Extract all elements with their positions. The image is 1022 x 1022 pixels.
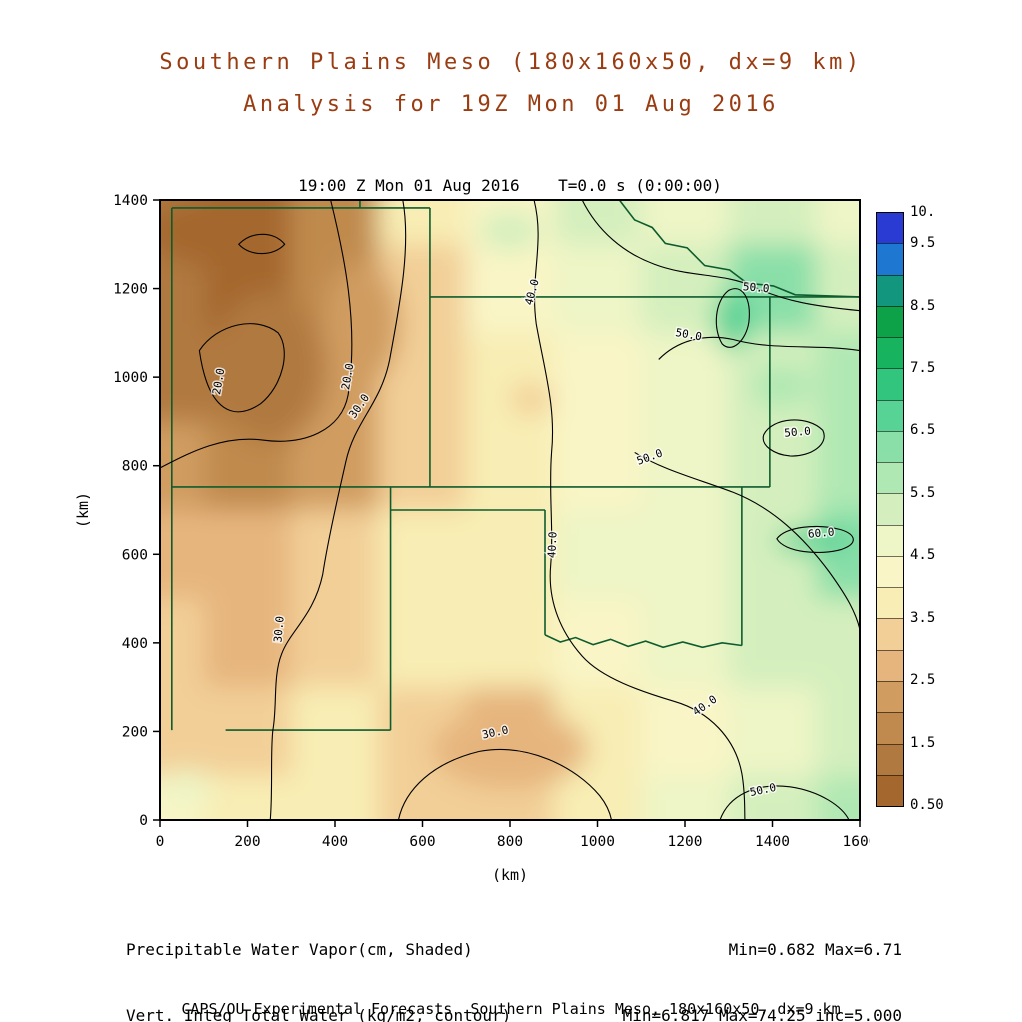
colorbar-label: 1.5 bbox=[910, 734, 936, 751]
y-tick-label: 200 bbox=[122, 724, 148, 740]
state-borders bbox=[171, 200, 860, 731]
colorbar-cell bbox=[877, 305, 903, 338]
colorbar-cell bbox=[877, 243, 903, 275]
colorbar-cell bbox=[877, 493, 903, 525]
colorbar-cell bbox=[877, 462, 903, 494]
shaded-field bbox=[160, 200, 860, 820]
footer-credit: CAPS/OU Experimental Forecasts Southern … bbox=[181, 1000, 841, 1018]
x-tick-label: 0 bbox=[156, 834, 165, 850]
shaded-stats: Min=0.682 Max=6.71 bbox=[728, 940, 902, 959]
page-subtitle: Analysis for 19Z Mon 01 Aug 2016 bbox=[243, 92, 779, 117]
svg-text:60.0: 60.0 bbox=[807, 525, 835, 540]
y-axis-label: (km) bbox=[74, 492, 92, 528]
colorbar-cell bbox=[877, 274, 903, 306]
colorbar-cell bbox=[877, 524, 903, 556]
colorbar-label: 3.5 bbox=[910, 609, 936, 626]
colorbar-cell bbox=[877, 430, 903, 463]
svg-text:40.0: 40.0 bbox=[545, 531, 559, 558]
colorbar-cell bbox=[877, 649, 903, 681]
contour-lines bbox=[160, 200, 860, 820]
colorbar-tick-labels: 10. 9.5 8.5 7.5 6.5 5.5 4.5 3.5 2.5 1.5 0.50 bbox=[910, 204, 956, 813]
colorbar-cell bbox=[877, 587, 903, 619]
stats-block: Min=0.682 Max=6.71 Min=6.817 Max=74.25 i… bbox=[623, 895, 902, 1022]
plot-header: 19:00 Z Mon 01 Aug 2016 T=0.0 s (0:00:00… bbox=[298, 176, 722, 195]
y-tick-label: 1400 bbox=[113, 193, 148, 209]
contour-labels: 20.0 20.030.030.030.040.040.040.050.050.0… bbox=[208, 276, 836, 801]
colorbar-label: 6.5 bbox=[910, 422, 936, 439]
colorbar-label: 9.5 bbox=[910, 235, 936, 252]
y-tick-label: 1200 bbox=[113, 282, 148, 298]
y-tick-label: 1000 bbox=[113, 370, 148, 386]
x-tick-label: 1000 bbox=[580, 834, 615, 850]
colorbar-cell bbox=[877, 337, 903, 369]
x-tick-label: 200 bbox=[234, 834, 260, 850]
colorbar: 10. 9.5 8.5 7.5 6.5 5.5 4.5 3.5 2.5 1.5 0.50 bbox=[876, 204, 956, 813]
colorbar-scale bbox=[876, 212, 904, 807]
colorbar-cell bbox=[877, 743, 903, 775]
page-title: Southern Plains Meso (180x160x50, dx=9 k… bbox=[159, 50, 863, 75]
colorbar-cell bbox=[877, 774, 903, 807]
colorbar-label: 0.50 bbox=[910, 797, 944, 813]
svg-text:20.0: 20.0 bbox=[210, 367, 227, 395]
colorbar-cell bbox=[877, 618, 903, 650]
contour-field-label: Vert. Integ Total Water (kg/m2, contour) bbox=[126, 1006, 512, 1022]
y-tick-label: 600 bbox=[122, 547, 148, 563]
svg-text:20.0: 20.0 bbox=[339, 362, 356, 390]
colorbar-label: 10. bbox=[910, 204, 936, 220]
colorbar-cell bbox=[877, 680, 903, 713]
colorbar-cell bbox=[877, 555, 903, 588]
colorbar-cell bbox=[877, 712, 903, 744]
svg-text:50.0: 50.0 bbox=[674, 326, 702, 343]
svg-text:50.0: 50.0 bbox=[742, 280, 770, 295]
svg-text:50.0: 50.0 bbox=[784, 424, 812, 439]
y-tick-label: 800 bbox=[122, 459, 148, 475]
x-tick-label: 1200 bbox=[668, 834, 703, 850]
map-plot: 20.0 20.030.030.030.040.040.040.050.050.0… bbox=[74, 193, 870, 884]
colorbar-label: 5.5 bbox=[910, 484, 936, 501]
x-tick-label: 600 bbox=[409, 834, 435, 850]
page-title-block: Southern Plains Meso (180x160x50, dx=9 k… bbox=[0, 42, 1022, 126]
svg-text:30.0: 30.0 bbox=[271, 616, 286, 644]
y-tick-label: 0 bbox=[139, 813, 148, 829]
colorbar-cell bbox=[877, 213, 903, 244]
colorbar-label: 7.5 bbox=[910, 360, 936, 377]
colorbar-cell bbox=[877, 399, 903, 431]
x-tick-label: 1400 bbox=[755, 834, 790, 850]
x-tick-label: 400 bbox=[322, 834, 348, 850]
legend-block: Precipitable Water Vapor(cm, Shaded) Ver… bbox=[126, 895, 511, 1022]
x-axis-label: (km) bbox=[492, 866, 528, 884]
y-tick-label: 400 bbox=[122, 636, 148, 652]
colorbar-label: 8.5 bbox=[910, 297, 936, 314]
colorbar-cell bbox=[877, 368, 903, 400]
contour-stats: Min=6.817 Max=74.25 inc=5.000 bbox=[622, 1006, 902, 1022]
x-tick-label: 800 bbox=[497, 834, 523, 850]
colorbar-label: 4.5 bbox=[910, 547, 936, 564]
shaded-field-label: Precipitable Water Vapor(cm, Shaded) bbox=[126, 940, 473, 959]
colorbar-label: 2.5 bbox=[910, 672, 936, 689]
